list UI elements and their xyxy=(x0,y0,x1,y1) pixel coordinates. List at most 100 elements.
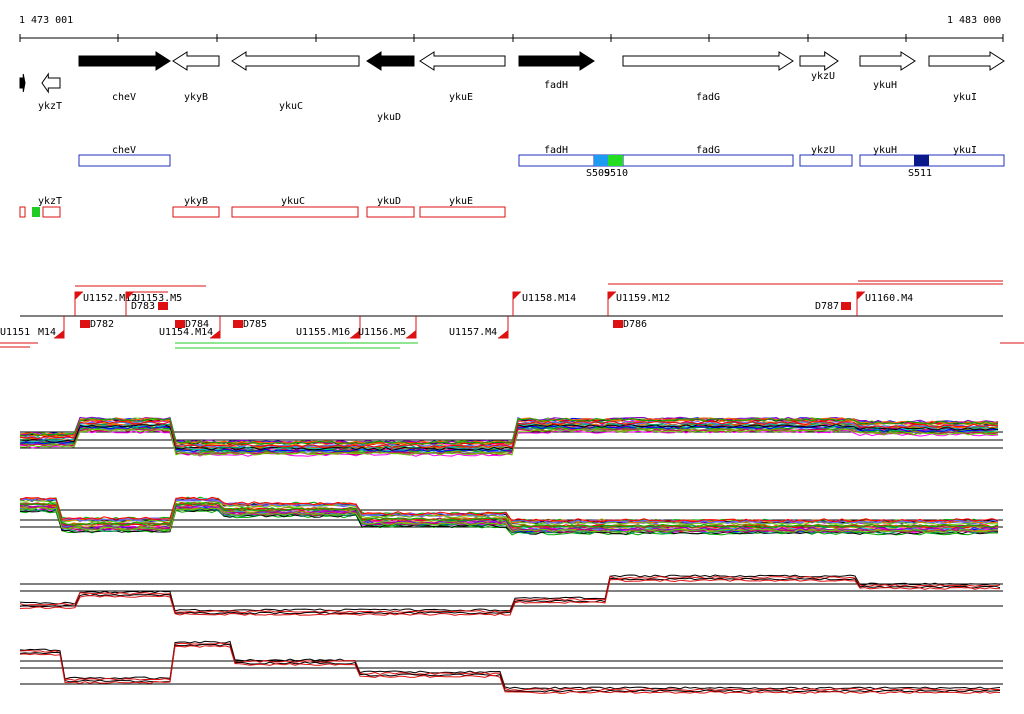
blue-feature-label-fadH: fadH xyxy=(544,145,568,156)
gene-arrow-ykuD[interactable] xyxy=(366,51,415,71)
blue-feature-label-cheV: cheV xyxy=(112,145,136,156)
gene-arrow-ykzT[interactable] xyxy=(41,72,61,94)
gene-label-ykuD: ykuD xyxy=(377,112,401,123)
gene-arrow-unnamed[interactable] xyxy=(19,73,26,93)
gene-arrow-ykyB[interactable] xyxy=(172,51,220,71)
marker-label-S510: S510 xyxy=(604,168,628,179)
red-feature-ykuC[interactable] xyxy=(231,206,359,218)
gene-label-cheV: cheV xyxy=(112,92,136,103)
terminator-arrow xyxy=(498,330,508,338)
expression-trace xyxy=(19,577,1001,615)
downstream-label: D786 xyxy=(623,319,647,330)
promoter-label: U1152.M12 xyxy=(83,293,137,304)
gene-arrow-ykuE[interactable] xyxy=(419,51,506,71)
promoter-label: U1160.M4 xyxy=(865,293,913,304)
gene-arrow-ykuH[interactable] xyxy=(859,51,916,71)
red-feature-label-ykyB: ykyB xyxy=(184,196,208,207)
expression-trace xyxy=(19,506,999,533)
red-feature-unnamed[interactable] xyxy=(19,206,26,218)
expression-trace xyxy=(19,428,999,456)
marker-S509[interactable] xyxy=(594,155,608,166)
terminator-arrow xyxy=(210,330,220,338)
promoter-arrow xyxy=(126,292,134,300)
marker-label-S509: S509 xyxy=(586,168,610,179)
expression-trace xyxy=(19,578,1000,616)
expression-trace xyxy=(19,509,999,536)
expression-trace xyxy=(19,502,999,528)
red-feature-track: ykzT ykyB ykuC ykuD ykuE xyxy=(19,196,506,218)
downstream-box[interactable] xyxy=(233,320,243,328)
blue-feature-ykzU[interactable] xyxy=(799,154,853,167)
red-feature-ykuD[interactable] xyxy=(366,206,415,218)
expression-trace xyxy=(19,428,999,456)
downstream-label: D784 xyxy=(185,319,209,330)
downstream-box[interactable] xyxy=(80,320,90,328)
marker-S510[interactable] xyxy=(608,155,623,166)
ruler-ticks xyxy=(19,34,1004,42)
expression-trace xyxy=(19,496,999,523)
promoter-label: U1159.M12 xyxy=(616,293,670,304)
promoter-label: U1158.M14 xyxy=(522,293,576,304)
terminator-label: U1154.M14 xyxy=(159,327,213,338)
ruler-start-label: 1 473 001 xyxy=(19,15,73,26)
red-feature-ykyB[interactable] xyxy=(172,206,220,218)
gene-label-ykuE: ykuE xyxy=(449,92,473,103)
blue-feature-ykuH[interactable] xyxy=(859,154,916,167)
gene-label-ykuC: ykuC xyxy=(279,101,303,112)
downstream-label: D782 xyxy=(90,319,114,330)
expression-panels xyxy=(19,416,1003,694)
expression-trace xyxy=(19,642,1001,692)
blue-feature-fadH[interactable] xyxy=(518,154,595,167)
downstream-label: D783 xyxy=(131,301,155,312)
blue-feature-cheV[interactable] xyxy=(78,154,171,167)
blue-feature-label-ykuH: ykuH xyxy=(873,145,897,156)
red-feature-label-ykzT: ykzT xyxy=(38,196,62,207)
downstream-box[interactable] xyxy=(158,302,168,310)
red-feature-label-ykuC: ykuC xyxy=(281,196,305,207)
promoter-label: U1153.M5 xyxy=(134,293,182,304)
terminator-arrow xyxy=(54,330,64,338)
gene-arrow-fadH[interactable] xyxy=(518,51,595,71)
gene-label-ykzU: ykzU xyxy=(811,71,835,82)
gene-label-ykyB: ykyB xyxy=(184,92,208,103)
expression-trace xyxy=(19,417,999,445)
gene-label-ykuH: ykuH xyxy=(873,80,897,91)
expression-trace xyxy=(19,420,999,449)
terminator-arrow xyxy=(406,330,416,338)
gene-label-ykzT: ykzT xyxy=(38,101,62,112)
downstream-label: D785 xyxy=(243,319,267,330)
ruler-end-label: 1 483 000 xyxy=(947,15,1001,26)
gene-label-fadH: fadH xyxy=(544,80,568,91)
blue-feature-label-fadG: fadG xyxy=(696,145,720,156)
expression-trace xyxy=(19,575,1001,614)
downstream-label: D787 xyxy=(815,301,839,312)
terminator-label: M14 xyxy=(38,327,56,338)
red-feature-label-ykuD: ykuD xyxy=(377,196,401,207)
downstream-box[interactable] xyxy=(613,320,623,328)
gene-label-fadG: fadG xyxy=(696,92,720,103)
blue-feature-fadG[interactable] xyxy=(622,154,794,167)
green-marker xyxy=(32,207,40,217)
gene-track: ykzT cheV ykyB ykuC ykuD ykuE fadH fadG ykzU ykuH… xyxy=(19,51,1005,123)
downstream-box[interactable] xyxy=(841,302,851,310)
marker-S511[interactable] xyxy=(914,155,929,166)
blue-feature-label-ykuI: ykuI xyxy=(953,145,977,156)
red-feature-ykuE[interactable] xyxy=(419,206,506,218)
expression-trace xyxy=(19,645,1001,694)
gene-arrow-ykuC[interactable] xyxy=(231,51,360,71)
terminator-label: U1151 xyxy=(0,327,30,338)
terminator-label: U1157.M4 xyxy=(449,327,497,338)
gene-arrow-fadG[interactable] xyxy=(622,51,794,71)
gene-arrow-cheV[interactable] xyxy=(78,51,171,71)
red-feature-ykzT[interactable] xyxy=(42,206,61,218)
red-feature-label-ykuE: ykuE xyxy=(449,196,473,207)
promoter-arrow xyxy=(513,292,521,300)
downstream-box[interactable] xyxy=(175,320,185,328)
terminator-label: U1155.M16 xyxy=(296,327,350,338)
gene-arrow-ykuI[interactable] xyxy=(928,51,1005,71)
gene-arrow-ykzU[interactable] xyxy=(799,51,839,71)
